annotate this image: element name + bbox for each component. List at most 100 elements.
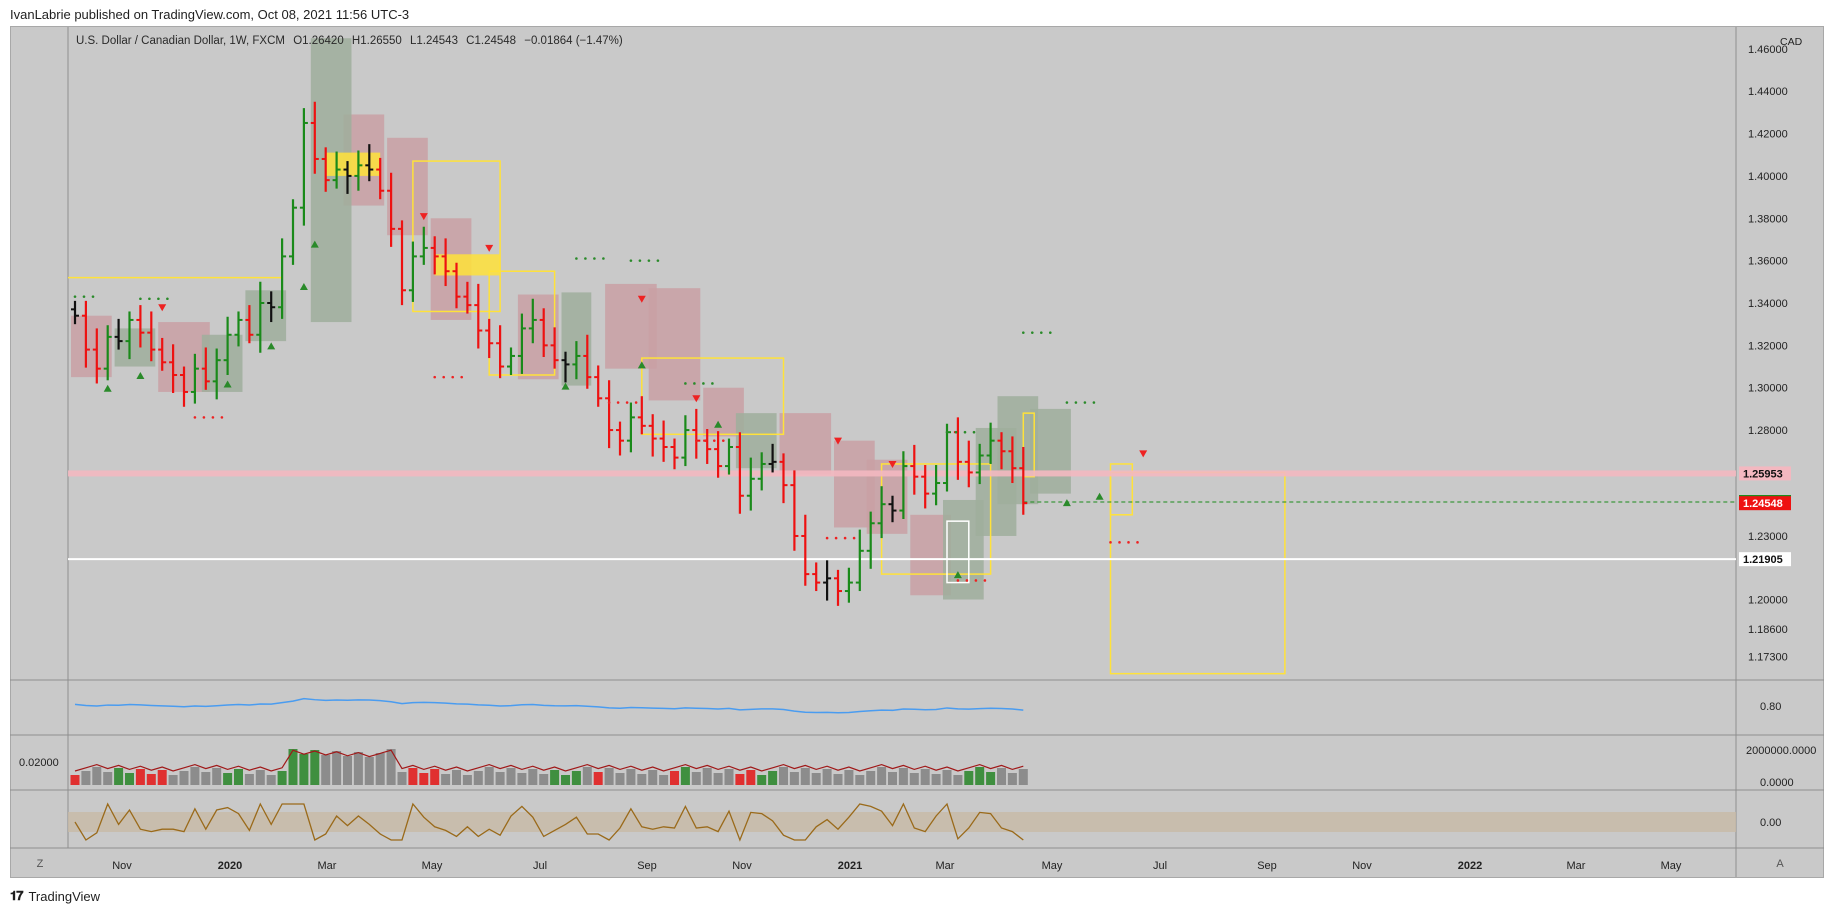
volume-bar <box>212 768 222 785</box>
legend-symbol: U.S. Dollar / Canadian Dollar, 1W, FXCM <box>76 35 285 47</box>
x-tick-label: Nov <box>112 860 132 872</box>
projection-box <box>412 160 501 313</box>
signal-dot <box>1118 541 1121 544</box>
ohlc-bar <box>71 300 79 325</box>
volume-bar <box>430 769 440 785</box>
ohlc-bar <box>376 157 385 200</box>
ohlc-bar <box>441 238 450 287</box>
volume-bar <box>779 767 788 785</box>
ohlc-bar <box>517 313 526 374</box>
projection-box <box>1109 471 1286 675</box>
volume-bar <box>462 775 472 785</box>
ohlc-bar <box>212 348 221 400</box>
price-label: 1.24548 <box>1739 496 1791 511</box>
volume-bar <box>452 770 461 785</box>
sell-signal-triangle <box>637 295 646 303</box>
volume-bar <box>179 771 189 785</box>
buy-signal-triangle <box>299 283 308 291</box>
volume-bar <box>702 768 712 785</box>
projection-box <box>1022 412 1035 478</box>
volume-bar <box>70 775 80 785</box>
x-tick-label: Nov <box>1352 860 1372 872</box>
volume-bar <box>364 757 374 785</box>
rsi-tick-label: 0.80 <box>1760 701 1781 713</box>
ohlc-bar <box>180 366 188 407</box>
sell-signal-triangle <box>1139 450 1148 458</box>
volume-bar <box>125 773 134 785</box>
price-label-text: 1.24548 <box>1743 498 1783 510</box>
volume-bar <box>561 775 570 785</box>
x-tick-label: Nov <box>732 860 752 872</box>
signal-dot <box>148 297 151 301</box>
legend-change: −0.01864 (−1.47%) <box>524 35 623 47</box>
signal-dot <box>954 430 958 434</box>
highlight-band <box>325 152 381 176</box>
x-tick-label: Jul <box>533 860 547 872</box>
volume-bar <box>114 768 124 785</box>
signal-dot <box>451 375 455 379</box>
ohlc-bar <box>583 334 592 389</box>
signal-dot <box>713 439 716 442</box>
ohlc-bar <box>681 415 690 467</box>
signal-dot <box>843 536 847 540</box>
signal-dot <box>1074 401 1078 404</box>
oscillator-line <box>74 802 1024 842</box>
ohlc-bar <box>921 465 930 509</box>
signal-dot <box>629 259 633 262</box>
volume-bar <box>1007 773 1017 785</box>
buy-signal-triangle <box>136 372 145 380</box>
volume-bar <box>964 771 974 785</box>
volume-bar <box>648 770 658 785</box>
sell-signal-triangle <box>485 244 494 252</box>
legend-close: C1.24548 <box>466 35 517 47</box>
y-tick-label: 1.23000 <box>1748 531 1788 543</box>
signal-dot <box>1031 331 1034 334</box>
y-tick-label: 1.36000 <box>1748 256 1788 268</box>
signal-dot <box>852 536 856 540</box>
demand-zone <box>114 328 156 367</box>
signal-dot <box>1049 331 1052 334</box>
signal-dot <box>602 257 605 260</box>
volume-bar <box>866 771 876 785</box>
signal-dot <box>684 382 687 385</box>
volume-bar <box>244 774 254 785</box>
y-tick-label: 1.46000 <box>1748 44 1788 56</box>
volume-bar <box>844 770 854 785</box>
time-axis: Nov 2020 Mar May Jul Sep Nov 2021 Mar May Jul Sep No… <box>112 860 1682 872</box>
demand-zone <box>1030 408 1071 494</box>
ohlc-bar <box>256 281 265 353</box>
volume-bar <box>604 768 614 785</box>
signal-dot <box>722 439 725 442</box>
ohlc-bar <box>637 396 646 435</box>
ohlc-bar <box>768 443 777 473</box>
price-label-bg <box>1739 466 1791 481</box>
ohlc-bar <box>714 431 723 478</box>
volume-bar <box>266 775 276 785</box>
ohlc-bar <box>147 311 156 362</box>
buy-signal-triangle <box>310 240 319 248</box>
volume-bar <box>277 771 287 785</box>
ohlc-bar <box>844 567 853 603</box>
demand-zone <box>245 290 287 342</box>
ohlc-bar <box>834 569 842 606</box>
signal-dot <box>73 295 77 298</box>
buy-signal-triangle <box>714 420 723 428</box>
volume-bar <box>146 774 156 785</box>
ohlc-bar <box>321 147 330 192</box>
x-tick-label: Sep <box>1257 860 1277 872</box>
volume-bar <box>441 774 451 785</box>
volume-bar <box>975 767 985 785</box>
volume-bar <box>680 767 690 785</box>
footer: 𝟏𝟕 TradingView <box>10 888 100 904</box>
signal-dot <box>711 382 714 385</box>
ohlc-bar <box>310 101 319 174</box>
log-scale-button[interactable]: Z <box>36 858 44 870</box>
footer-brand: TradingView <box>28 888 101 904</box>
signal-dot <box>139 297 142 301</box>
volume-bar <box>582 767 592 785</box>
volume-bar <box>386 749 396 785</box>
volume-bar <box>157 770 167 785</box>
ohlc-bar <box>408 241 417 302</box>
auto-scale-button[interactable]: A <box>1776 858 1784 870</box>
